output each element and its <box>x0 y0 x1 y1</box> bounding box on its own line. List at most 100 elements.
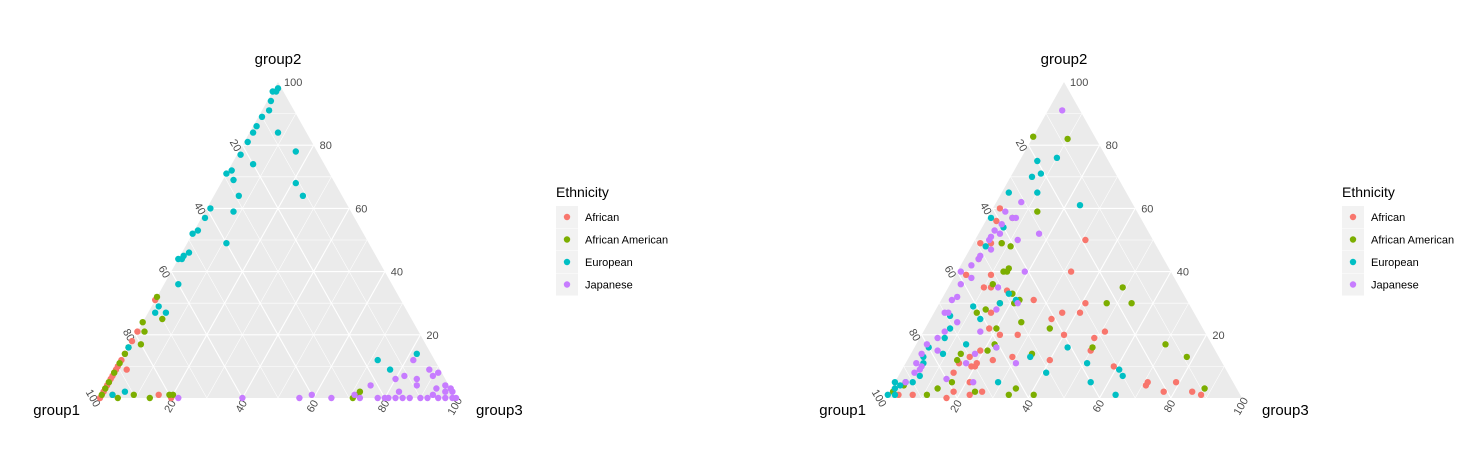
data-point <box>1083 360 1091 367</box>
tick-label-group2: 20 <box>1212 330 1224 342</box>
data-point <box>386 366 394 373</box>
data-point <box>954 319 961 326</box>
data-point <box>223 240 230 247</box>
gridline <box>170 144 315 399</box>
data-point <box>1003 268 1011 275</box>
data-point <box>987 214 995 222</box>
data-point <box>1076 309 1084 316</box>
data-point <box>1014 236 1021 244</box>
data-point <box>194 227 202 234</box>
data-point <box>1197 391 1205 398</box>
data-point <box>962 360 970 367</box>
data-point <box>155 391 162 398</box>
data-point <box>1028 173 1036 180</box>
data-point <box>153 293 161 301</box>
data-point <box>996 230 1004 237</box>
data-point <box>934 347 941 354</box>
data-point <box>1144 379 1151 386</box>
gridline <box>384 334 421 399</box>
data-point <box>417 394 424 402</box>
data-point <box>909 379 916 386</box>
data-point <box>968 363 975 370</box>
data-point <box>134 328 141 335</box>
data-point <box>1021 268 1028 275</box>
data-point <box>399 394 406 402</box>
data-point <box>934 385 941 392</box>
data-point <box>954 293 961 301</box>
gridline <box>1063 239 1154 399</box>
data-point <box>916 366 923 373</box>
tick-label-group1: 20 <box>1013 137 1030 154</box>
data-point <box>1027 353 1034 361</box>
data-point <box>966 391 973 398</box>
data-point <box>292 148 299 155</box>
tick-label-group1: 20 <box>227 137 244 154</box>
data-point <box>401 372 408 380</box>
legend-title: Ethnicity <box>1342 184 1395 200</box>
data-point <box>957 350 964 357</box>
data-point <box>998 221 1005 228</box>
legend-label: African American <box>1371 235 1454 247</box>
data-point <box>189 230 196 237</box>
legend-key-marker <box>563 281 571 288</box>
data-point <box>109 391 116 398</box>
data-point <box>374 356 381 364</box>
data-point <box>130 391 137 398</box>
data-point <box>1005 189 1012 196</box>
data-point <box>1002 208 1009 215</box>
data-point <box>299 192 307 199</box>
tick-label-group2: 80 <box>320 140 332 152</box>
data-point <box>1046 356 1054 364</box>
data-point <box>954 356 961 364</box>
gridline <box>348 303 403 399</box>
data-point <box>159 315 166 323</box>
data-point <box>296 394 303 402</box>
data-point <box>1112 391 1119 398</box>
legend-key-marker <box>1349 258 1357 266</box>
data-point <box>258 113 266 121</box>
tick-label-group3: 80 <box>376 398 393 415</box>
data-point <box>968 274 975 282</box>
data-point <box>413 382 420 389</box>
data-point <box>424 394 431 402</box>
data-point <box>1012 360 1020 367</box>
data-point <box>884 391 891 398</box>
legend-label: European <box>1371 257 1419 269</box>
data-point <box>891 379 899 386</box>
data-point <box>977 315 984 323</box>
tick-label-group1: 40 <box>191 201 208 218</box>
legend-key-marker <box>563 258 571 266</box>
legend-key-marker <box>563 236 571 243</box>
gridline <box>1170 334 1207 399</box>
tick-label-group3: 80 <box>1162 398 1179 415</box>
data-point <box>442 388 449 395</box>
data-point <box>1018 198 1025 206</box>
data-point <box>1005 391 1012 398</box>
data-point <box>125 344 132 351</box>
data-point <box>367 382 374 389</box>
data-point <box>962 271 970 278</box>
data-point <box>1116 366 1123 373</box>
data-point <box>1064 135 1071 143</box>
data-point <box>993 217 1000 225</box>
data-point <box>994 379 1002 386</box>
data-point <box>155 303 162 310</box>
data-point <box>1101 328 1109 335</box>
tick-label-group3: 40 <box>1020 398 1037 415</box>
tick-label-group2: 40 <box>391 267 403 279</box>
data-point <box>986 236 993 244</box>
data-point <box>891 391 899 398</box>
data-point <box>962 341 970 348</box>
data-point <box>897 382 904 389</box>
tick-label-group1: 100 <box>869 388 889 410</box>
data-points <box>884 107 1208 402</box>
gridline <box>1027 208 1136 399</box>
data-point <box>993 344 1000 351</box>
tick-label-group2: 80 <box>1106 140 1118 152</box>
data-point <box>966 353 973 361</box>
data-point <box>1005 290 1012 297</box>
data-point <box>939 350 947 357</box>
data-point <box>435 369 442 376</box>
gridline <box>921 113 1083 399</box>
data-point <box>946 325 954 332</box>
